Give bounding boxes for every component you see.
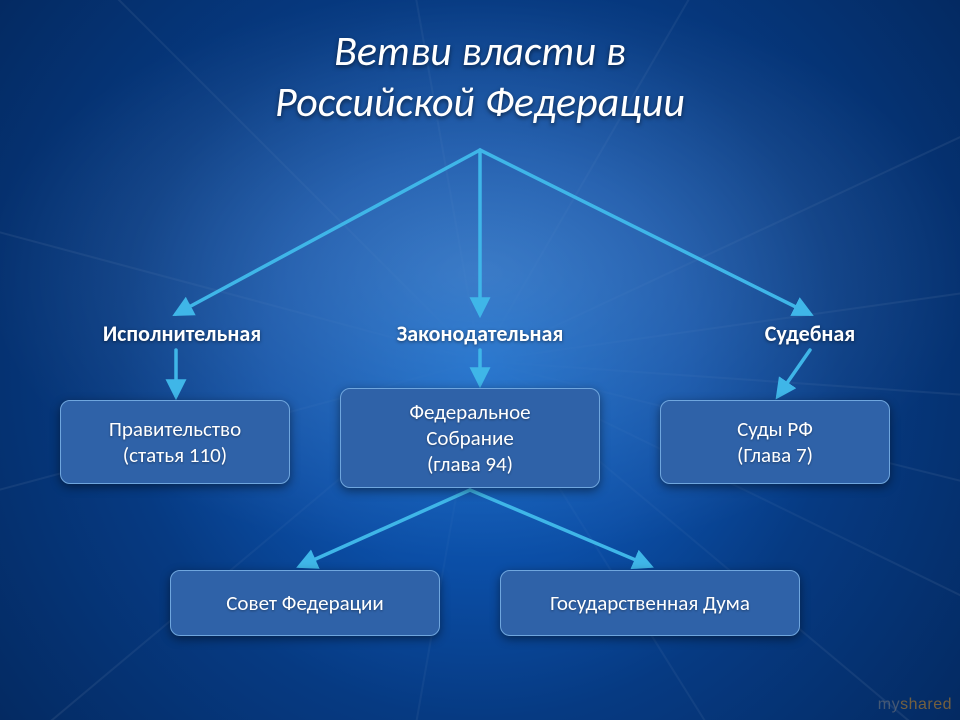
node-line: Правительство xyxy=(109,416,241,442)
node-federation-council: Совет Федерации xyxy=(170,570,440,636)
branch-label-text: Законодательная xyxy=(397,320,564,347)
node-government: Правительство (статья 110) xyxy=(60,400,290,484)
node-courts: Суды РФ (Глава 7) xyxy=(660,400,890,484)
title-line-2: Российской Федерации xyxy=(0,77,960,128)
node-line: (глава 94) xyxy=(427,451,513,477)
node-federal-assembly: Федеральное Собрание (глава 94) xyxy=(340,388,600,488)
node-line: (Глава 7) xyxy=(737,442,813,468)
watermark: myshared xyxy=(878,696,952,714)
slide-title: Ветви власти в Российской Федерации xyxy=(0,26,960,128)
node-line: Федеральное xyxy=(409,399,530,425)
branch-label-judicial: Судебная xyxy=(720,320,900,347)
node-line: Суды РФ xyxy=(737,416,813,442)
branch-label-text: Исполнительная xyxy=(103,320,261,347)
node-line: Совет Федерации xyxy=(226,590,384,616)
node-state-duma: Государственная Дума xyxy=(500,570,800,636)
branch-label-executive: Исполнительная xyxy=(62,320,302,347)
watermark-suffix: shared xyxy=(900,696,952,713)
node-line: (статья 110) xyxy=(123,442,227,468)
node-line: Собрание xyxy=(426,425,514,451)
node-line: Государственная Дума xyxy=(550,590,750,616)
title-line-1: Ветви власти в xyxy=(0,26,960,77)
branch-label-text: Судебная xyxy=(765,320,855,347)
branch-label-legislative: Законодательная xyxy=(360,320,600,347)
watermark-prefix: my xyxy=(878,696,900,713)
slide-stage: Ветви власти в Российской Федерации Испо… xyxy=(0,0,960,720)
